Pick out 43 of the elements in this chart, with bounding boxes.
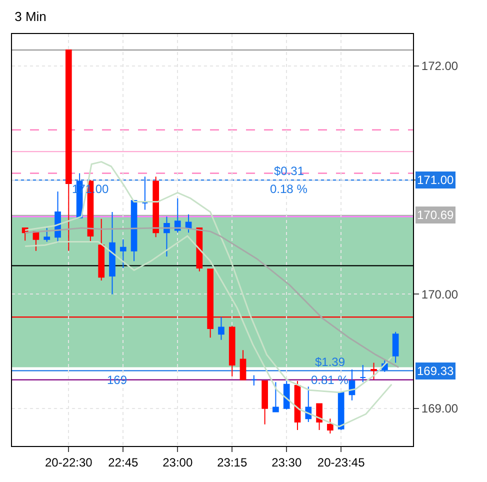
- line-series: [24, 161, 392, 394]
- candlestick: [109, 212, 116, 295]
- candlestick: [228, 326, 236, 377]
- candlestick: [142, 176, 148, 210]
- x-tick-label: 23:15: [217, 455, 248, 470]
- candlestick: [54, 191, 61, 244]
- ref-line-label: 171.00: [417, 173, 454, 187]
- candlestick: [185, 214, 192, 234]
- candlestick: [370, 362, 377, 380]
- candlestick: [294, 380, 301, 431]
- ref-line-label: 169.33: [417, 364, 454, 378]
- chart-title: 3 Min: [14, 9, 46, 24]
- candlestick: [283, 380, 290, 410]
- candlestick: [120, 238, 126, 268]
- candlestick: [392, 331, 399, 364]
- y-tick-label: 172.00: [421, 59, 458, 74]
- x-tick-label: 22:45: [108, 455, 138, 470]
- candlestick: [240, 350, 246, 380]
- candlestick: [152, 176, 160, 238]
- x-tick-label: 23:30: [272, 455, 302, 470]
- annotation: $1.39: [315, 355, 346, 369]
- candlestick: [272, 382, 279, 412]
- candlestick: [338, 392, 344, 431]
- candlestick: [98, 218, 105, 282]
- y-tick-label: 170.00: [421, 287, 458, 302]
- candlestick: [327, 418, 334, 434]
- annotation: 0.18 %: [270, 182, 308, 196]
- candlestick: [305, 386, 312, 423]
- candlestick: [360, 364, 366, 383]
- candlestick: [316, 403, 322, 431]
- x-tick-label: 20-23:45: [317, 455, 366, 470]
- candlestick: [174, 198, 181, 234]
- annotation: $0.31: [274, 164, 304, 178]
- x-tick-label: 23:00: [162, 455, 193, 470]
- candlestick: [250, 374, 258, 386]
- candlestick: [130, 200, 138, 262]
- x-tick-label: 20-22:30: [44, 455, 93, 470]
- candlestick: [262, 380, 268, 425]
- candlestick: [44, 228, 50, 242]
- candlestick: [218, 316, 224, 340]
- line-series: [24, 235, 392, 428]
- ref-line-label: 170.69: [417, 208, 454, 222]
- y-tick-label: 169.00: [421, 402, 458, 416]
